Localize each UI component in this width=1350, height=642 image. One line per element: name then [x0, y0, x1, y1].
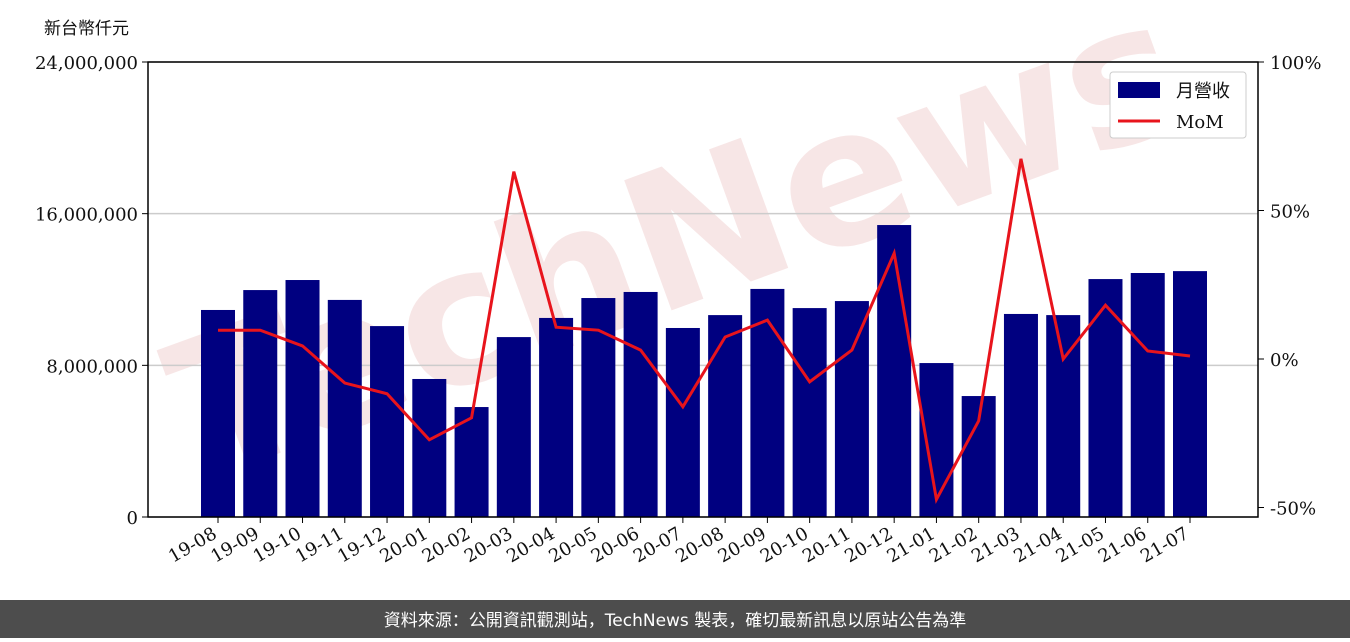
y2-tick-label: 50% — [1270, 201, 1310, 222]
legend-swatch — [1118, 82, 1160, 98]
bar — [623, 291, 658, 517]
bar — [708, 315, 743, 517]
footer: 資料來源：公開資訊觀測站，TechNews 製表，確切最新訊息以原站公告為準 — [384, 611, 966, 631]
y2-tick-label: 0% — [1270, 350, 1299, 371]
y-axis-label: 新台幣仟元 — [44, 19, 129, 39]
bar — [496, 337, 531, 517]
bar — [1088, 279, 1123, 517]
y-tick-label: 0 — [127, 508, 138, 529]
bar — [877, 225, 912, 517]
x-tick-label: 21-07 — [1137, 523, 1192, 567]
y2-tick-label: 100% — [1270, 53, 1321, 74]
line — [218, 158, 1191, 505]
bar — [792, 308, 827, 517]
bar — [665, 327, 700, 517]
bar — [370, 326, 405, 517]
y2-tick-label: -50% — [1270, 498, 1316, 519]
y-tick-label: 16,000,000 — [35, 205, 138, 226]
legend-label: 月營收 — [1176, 81, 1230, 102]
y-tick-label: 24,000,000 — [35, 53, 138, 74]
bar — [285, 280, 320, 517]
bar — [834, 301, 869, 517]
bar — [243, 290, 278, 517]
y-tick-label: 8,000,000 — [46, 356, 138, 377]
bar — [539, 317, 574, 517]
plot-frame — [147, 61, 1259, 518]
bar — [1046, 315, 1081, 517]
legend-label: MoM — [1176, 112, 1224, 133]
bar — [1130, 273, 1165, 517]
bar — [1173, 271, 1207, 517]
footer-bar — [0, 600, 1350, 638]
bar — [750, 288, 785, 517]
bar — [412, 378, 447, 517]
bar — [1003, 313, 1038, 517]
bar — [201, 309, 235, 517]
bar — [327, 299, 362, 517]
